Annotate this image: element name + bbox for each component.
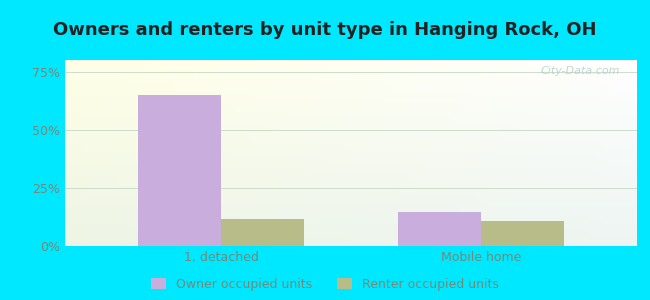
Legend: Owner occupied units, Renter occupied units: Owner occupied units, Renter occupied un… (151, 278, 499, 291)
Bar (138, 95, 221, 246)
Text: Owners and renters by unit type in Hanging Rock, OH: Owners and renters by unit type in Hangi… (53, 21, 597, 39)
Bar (398, 212, 481, 246)
Bar (481, 221, 564, 246)
Bar (221, 219, 304, 246)
Text: City-Data.com: City-Data.com (540, 66, 620, 76)
